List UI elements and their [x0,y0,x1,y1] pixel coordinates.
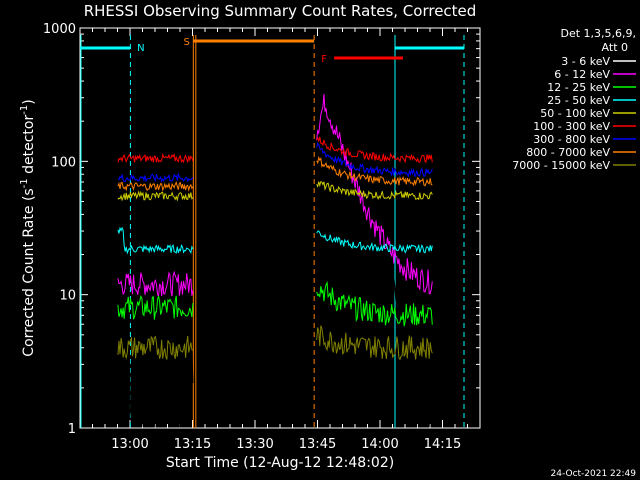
series-line-pre [117,152,194,164]
y-axis-label-text: Corrected Count Rate (s-1 detector-1) [19,99,37,356]
ylabel-main: Corrected Count Rate (s [21,188,37,356]
footer-date: 24-Oct-2021 22:49 [551,469,637,479]
series-line-post [316,142,433,178]
series-line-post [316,155,433,187]
ylabel-mid: detector [21,115,37,179]
legend-entry-label: 100 - 300 keV [533,120,610,133]
legend-header-2: Att 0 [602,41,628,54]
x-axis-label: Start Time (12-Aug-12 12:48:02) [166,455,394,471]
night-label: N [137,43,144,54]
series-line-post [316,94,433,295]
legend-entry-label: 25 - 50 keV [547,94,610,107]
ylabel-sup1: -1 [19,178,30,188]
x-tick-label: 13:30 [236,437,273,452]
ylabel-end: ) [21,99,37,104]
series-line-pre [117,340,194,428]
legend-entry-label: 300 - 800 keV [533,133,610,146]
x-tick-label: 14:15 [424,437,461,452]
event-markers: N S F [80,35,465,428]
legend-entry-label: 800 - 7000 keV [526,146,610,159]
plot-area: 1 10 100 1000 13:00 13:15 13:30 13:45 14:00 14:15… [43,22,481,452]
chart-title: RHESSI Observing Summary Count Rates, Co… [84,2,477,20]
series-line-post [316,136,433,164]
series-line-post [316,325,433,361]
series-line-pre [117,190,194,202]
saa-label: S [183,37,189,48]
series-line-post [316,180,433,201]
y-tick-label: 1 [68,422,76,437]
legend-entry-label: 12 - 25 keV [547,81,610,94]
legend-header-1: Det 1,3,5,6,9, [560,27,636,40]
series-line-post [316,230,433,254]
flare-label: F [321,54,327,65]
y-tick-label: 10 [59,289,76,304]
series-line-pre [117,226,194,255]
y-axis-label: Corrected Count Rate (s-1 detector-1) [19,99,37,356]
series-line-pre [117,294,194,320]
series-line-pre [117,172,194,183]
axes: 1 10 100 1000 13:00 13:15 13:30 13:45 14:00 14:15 [43,22,480,452]
x-tick-label: 13:00 [111,437,148,452]
series-layer [117,94,433,428]
series-line-post [316,281,433,327]
legend-entry-label: 6 - 12 keV [554,68,610,81]
legend-entry-label: 3 - 6 keV [561,55,610,68]
series-line-pre [117,181,194,192]
x-tick-label: 13:45 [299,437,336,452]
y-tick-label: 1000 [43,22,76,37]
series-line-pre [117,270,194,299]
series-line-post [316,94,433,428]
legend-entry-label: 7000 - 15000 keV [512,159,610,172]
x-tick-label: 13:15 [174,437,211,452]
series-line-pre [117,335,194,360]
legend-entry-label: 50 - 100 keV [540,107,610,120]
ylabel-sup2: -1 [19,105,30,115]
x-tick-label: 14:00 [361,437,398,452]
y-tick-label: 100 [51,155,76,170]
